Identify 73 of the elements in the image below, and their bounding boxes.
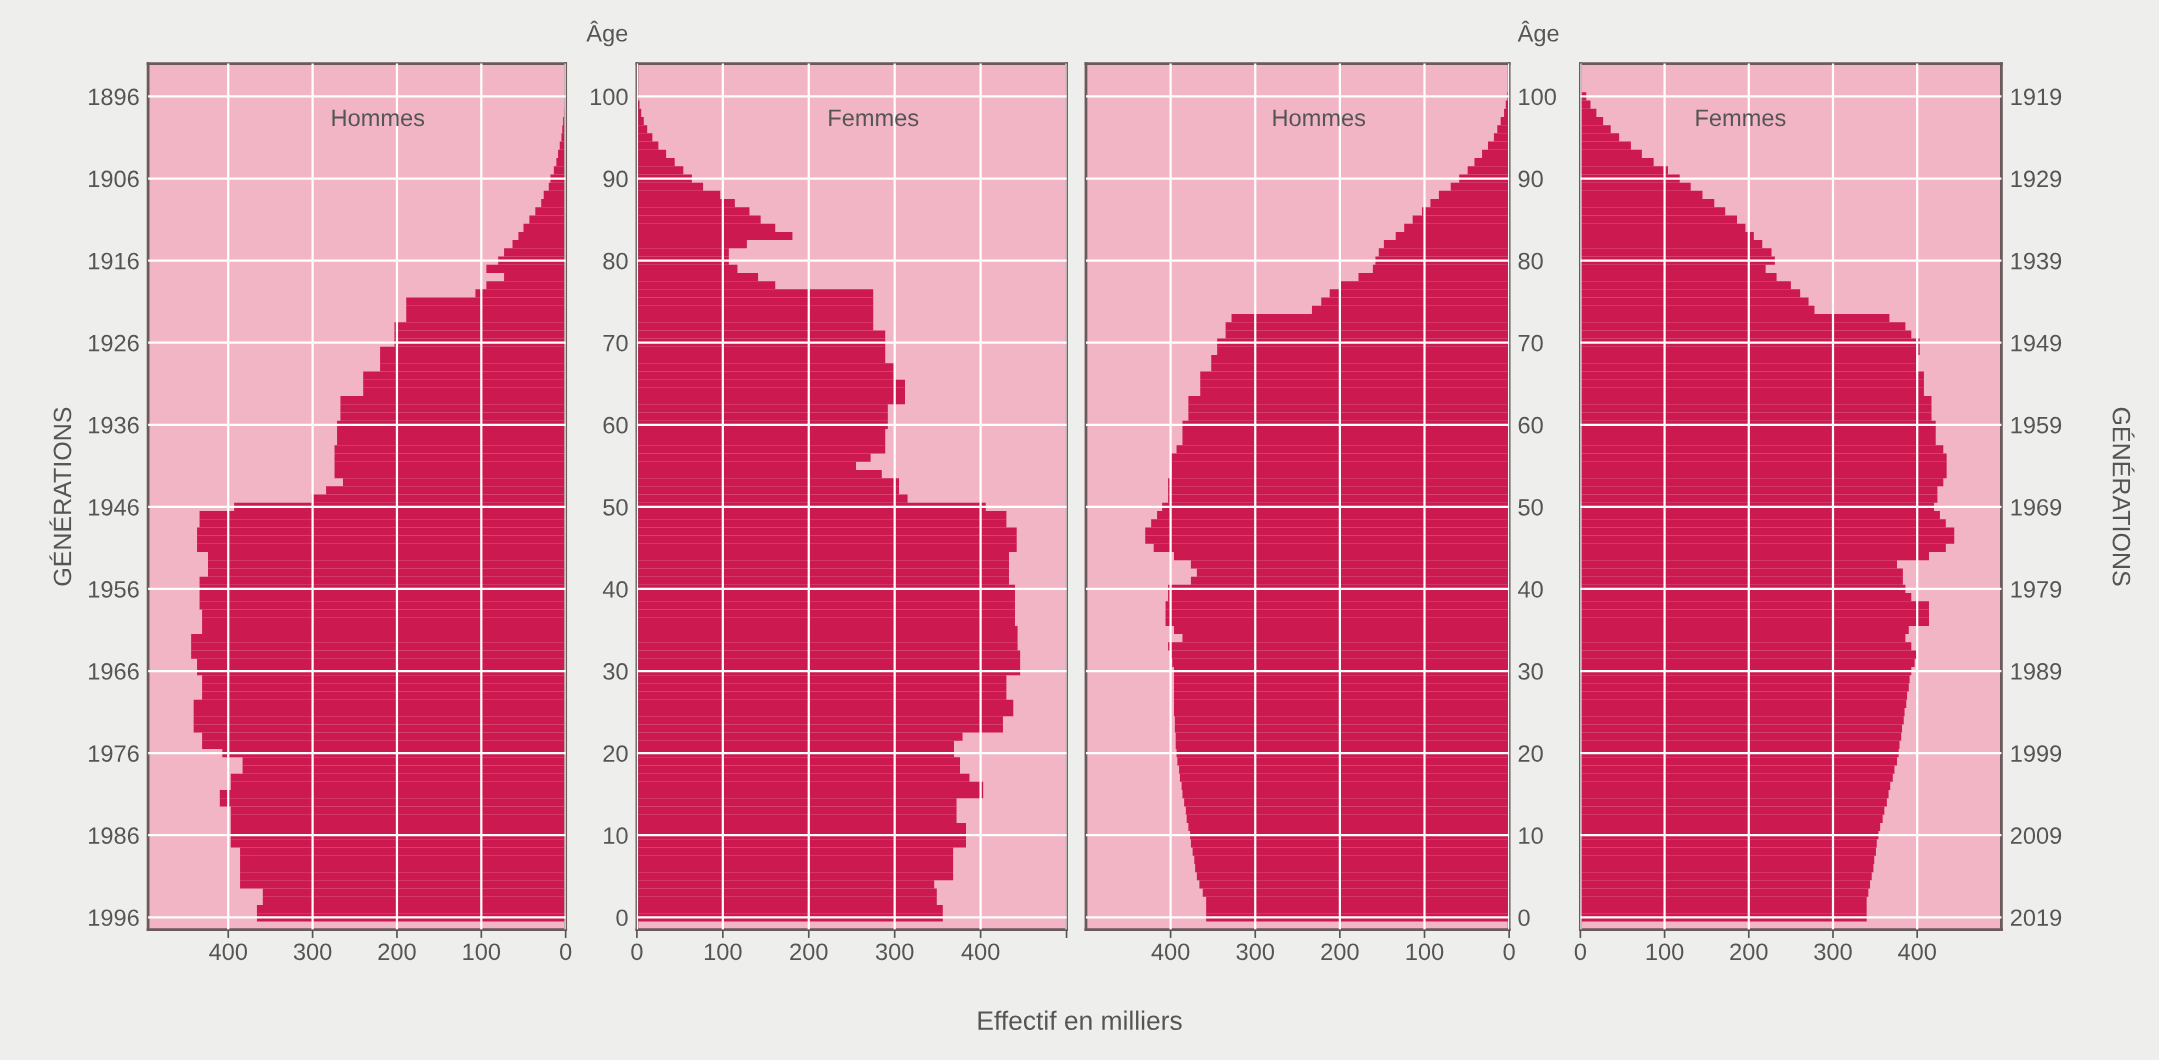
- y-tick-label: 1939: [2011, 252, 2062, 270]
- x-tick-label: 200: [790, 943, 828, 961]
- y-tick-label: 1999: [2011, 745, 2062, 762]
- x-tick-label: 400: [1898, 943, 1936, 961]
- y-tick-label: 80: [1518, 252, 1543, 270]
- text: Femmes: [1696, 109, 1786, 127]
- text: Hommes: [1273, 109, 1366, 127]
- x-tick-label: 0: [1574, 943, 1587, 961]
- x-axis-title: Effectif en milliers: [978, 1010, 1182, 1030]
- y-tick-label: 1996: [89, 909, 139, 927]
- y-tick-label: 2019: [2010, 909, 2062, 927]
- x-tick-label: 0: [631, 943, 643, 961]
- y-tick-label: 1936: [89, 416, 139, 434]
- y-tick-label: 50: [603, 498, 628, 516]
- y-tick-label: 1956: [89, 581, 139, 598]
- y-tick-label: 2009: [2010, 827, 2062, 845]
- y-axis-title: Âge: [586, 20, 628, 47]
- x-tick-label: 300: [1814, 943, 1852, 961]
- y-tick-label: 1976: [89, 745, 139, 762]
- x-tick-label: 400: [961, 943, 1000, 961]
- y-tick-label: 30: [1518, 663, 1543, 680]
- y-tick-label: 1949: [2011, 334, 2062, 352]
- y-tick-label: 1986: [89, 827, 139, 845]
- y-tick-label: 1946: [89, 498, 139, 516]
- y-tick-label: 70: [603, 334, 628, 352]
- y-tick-label: 100: [590, 88, 628, 106]
- x-tick-label: 400: [1151, 943, 1190, 961]
- x-tick-label: 100: [463, 943, 501, 961]
- y-tick-label: 90: [1518, 170, 1543, 188]
- y-axis-title: GÉNÉRATIONS: [49, 407, 72, 586]
- y-tick-label: 1966: [89, 663, 139, 680]
- y-tick-label: 30: [603, 663, 628, 680]
- y-tick-label: 20: [603, 745, 628, 762]
- y-tick-label: 10: [604, 827, 628, 845]
- y-tick-label: 60: [603, 416, 628, 434]
- y-tick-label: 1959: [2011, 416, 2062, 434]
- y-tick-label: 1979: [2011, 581, 2062, 598]
- y-tick-label: 1929: [2011, 170, 2062, 188]
- x-tick-label: 100: [1646, 943, 1684, 961]
- y-tick-label: 1906: [89, 170, 139, 188]
- x-tick-label: 0: [560, 943, 572, 961]
- y-tick-label: 50: [1518, 498, 1543, 516]
- y-tick-label: 1896: [89, 88, 139, 106]
- y-tick-label: 60: [1518, 416, 1543, 434]
- y-tick-label: 0: [616, 909, 628, 927]
- x-tick-label: 300: [875, 943, 914, 961]
- y-tick-label: 1926: [89, 334, 139, 352]
- y-tick-label: 70: [1518, 334, 1543, 352]
- x-tick-label: 200: [1730, 943, 1768, 961]
- y-tick-label: 10: [1519, 827, 1543, 845]
- y-tick-label: 40: [602, 581, 628, 598]
- x-tick-label: 200: [378, 943, 416, 961]
- y-tick-label: 100: [1519, 88, 1556, 106]
- y-tick-label: 1919: [2011, 88, 2062, 106]
- x-tick-label: 0: [1503, 943, 1515, 961]
- x-tick-label: 100: [704, 943, 742, 961]
- y-tick-label: 20: [1518, 745, 1543, 762]
- x-tick-label: 300: [293, 943, 332, 961]
- text: Hommes: [332, 109, 425, 127]
- text: Femmes: [829, 109, 919, 127]
- y-axis-title: Âge: [1517, 20, 1559, 47]
- y-tick-label: 40: [1518, 581, 1543, 598]
- y-tick-label: 1916: [89, 252, 139, 270]
- x-tick-label: 300: [1236, 943, 1275, 961]
- y-tick-label: 80: [603, 252, 628, 270]
- x-tick-label: 400: [209, 943, 248, 961]
- x-tick-label: 100: [1406, 943, 1444, 961]
- x-tick-label: 200: [1321, 943, 1359, 961]
- y-tick-label: 1989: [2011, 663, 2062, 680]
- y-tick-label: 90: [603, 170, 628, 188]
- y-axis-title: GÉNÉRATIONS: [2112, 407, 2135, 586]
- y-tick-label: 1969: [2011, 498, 2062, 516]
- y-tick-label: 0: [1518, 909, 1530, 927]
